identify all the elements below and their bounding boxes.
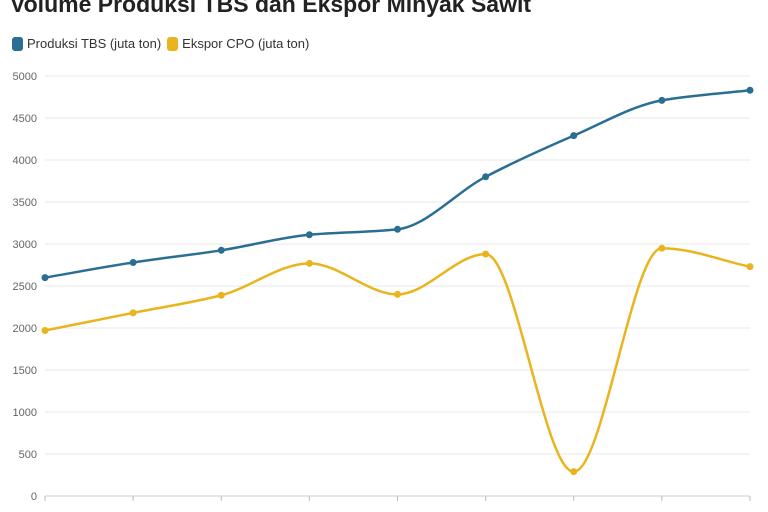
data-point-series-2: [41, 327, 49, 335]
y-tick-label: 1500: [13, 365, 37, 377]
data-point-series-1: [394, 225, 401, 233]
y-tick-label: 3000: [13, 239, 37, 251]
data-point-series-2: [394, 290, 401, 298]
data-point-series-2: [658, 244, 666, 252]
data-point-series-1: [570, 132, 578, 140]
legend-item-ekspor[interactable]: Ekspor CPO (juta ton): [167, 36, 309, 51]
data-point-series-2: [746, 263, 754, 271]
data-point-series-2: [305, 259, 313, 267]
y-tick-label: 1000: [13, 407, 37, 419]
data-point-series-2: [129, 309, 137, 317]
data-point-series-1: [217, 246, 225, 254]
data-point-series-2: [482, 250, 490, 258]
legend-swatch-ekspor: [167, 36, 179, 51]
data-point-series-1: [129, 258, 137, 266]
chart-title: Volume Produksi TBS dan Ekspor Minyak Sa…: [10, 0, 532, 17]
data-point-series-1: [746, 86, 754, 94]
legend-swatch-produksi: [12, 36, 23, 51]
y-tick-label: 4500: [13, 113, 37, 125]
y-tick-label: 2000: [13, 323, 37, 335]
legend-item-produksi[interactable]: Produksi TBS (juta ton): [12, 36, 161, 51]
y-tick-label: 5000: [13, 71, 37, 83]
y-tick-label: 500: [19, 449, 37, 461]
y-tick-label: 4000: [13, 155, 37, 167]
data-point-series-1: [482, 173, 490, 181]
legend-label-ekspor: Ekspor CPO (juta ton): [182, 36, 310, 51]
data-point-series-2: [570, 468, 578, 476]
y-tick-label: 0: [31, 491, 37, 503]
y-tick-label: 3500: [13, 197, 37, 209]
data-point-series-1: [41, 274, 49, 282]
legend-label-produksi: Produksi TBS (juta ton): [27, 36, 162, 51]
data-point-series-1: [305, 231, 313, 239]
data-point-series-2: [217, 291, 225, 299]
series-line-2: [44, 246, 751, 473]
y-tick-label: 2500: [13, 281, 37, 293]
data-point-series-1: [658, 96, 666, 104]
chart-legend: Produksi TBS (juta ton) Ekspor CPO (juta…: [12, 36, 315, 51]
